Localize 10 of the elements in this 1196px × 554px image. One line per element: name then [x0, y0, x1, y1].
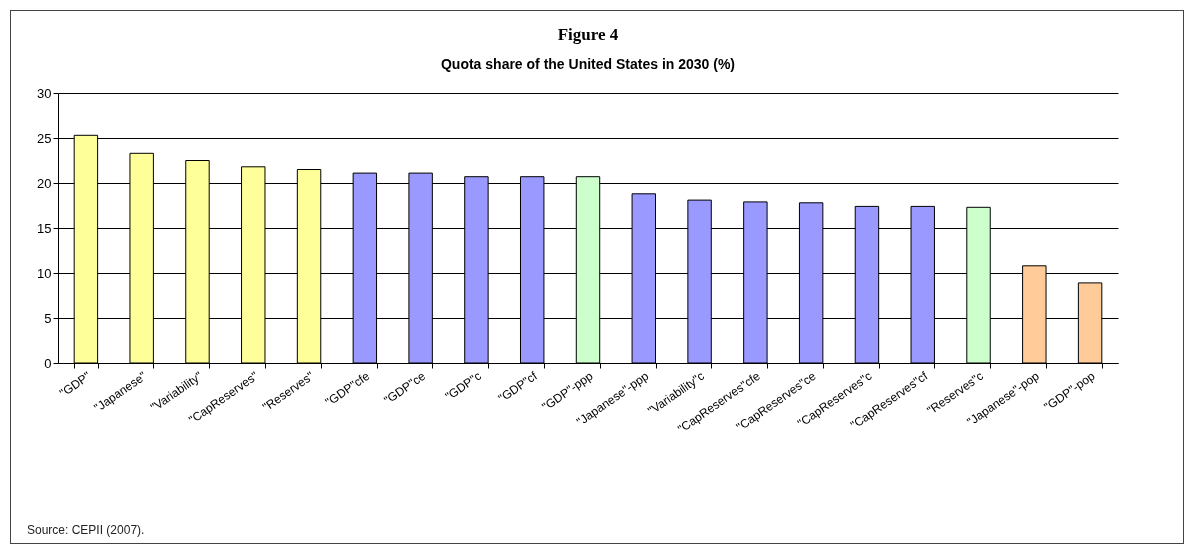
- y-tick-label: 15: [37, 220, 52, 236]
- y-tick-label: 25: [37, 130, 52, 146]
- y-tick-label: 10: [37, 265, 52, 281]
- y-tick-label: 5: [44, 310, 52, 326]
- chart-subtitle: Quota share of the United States in 2030 (%): [440, 56, 736, 72]
- y-tick-label: 30: [37, 85, 52, 101]
- source-note: Source: CEPII (2007).: [27, 523, 145, 537]
- chart-title: Figure 4: [557, 25, 619, 44]
- y-tick-label: 0: [44, 355, 52, 371]
- y-tick-label: 20: [37, 175, 52, 191]
